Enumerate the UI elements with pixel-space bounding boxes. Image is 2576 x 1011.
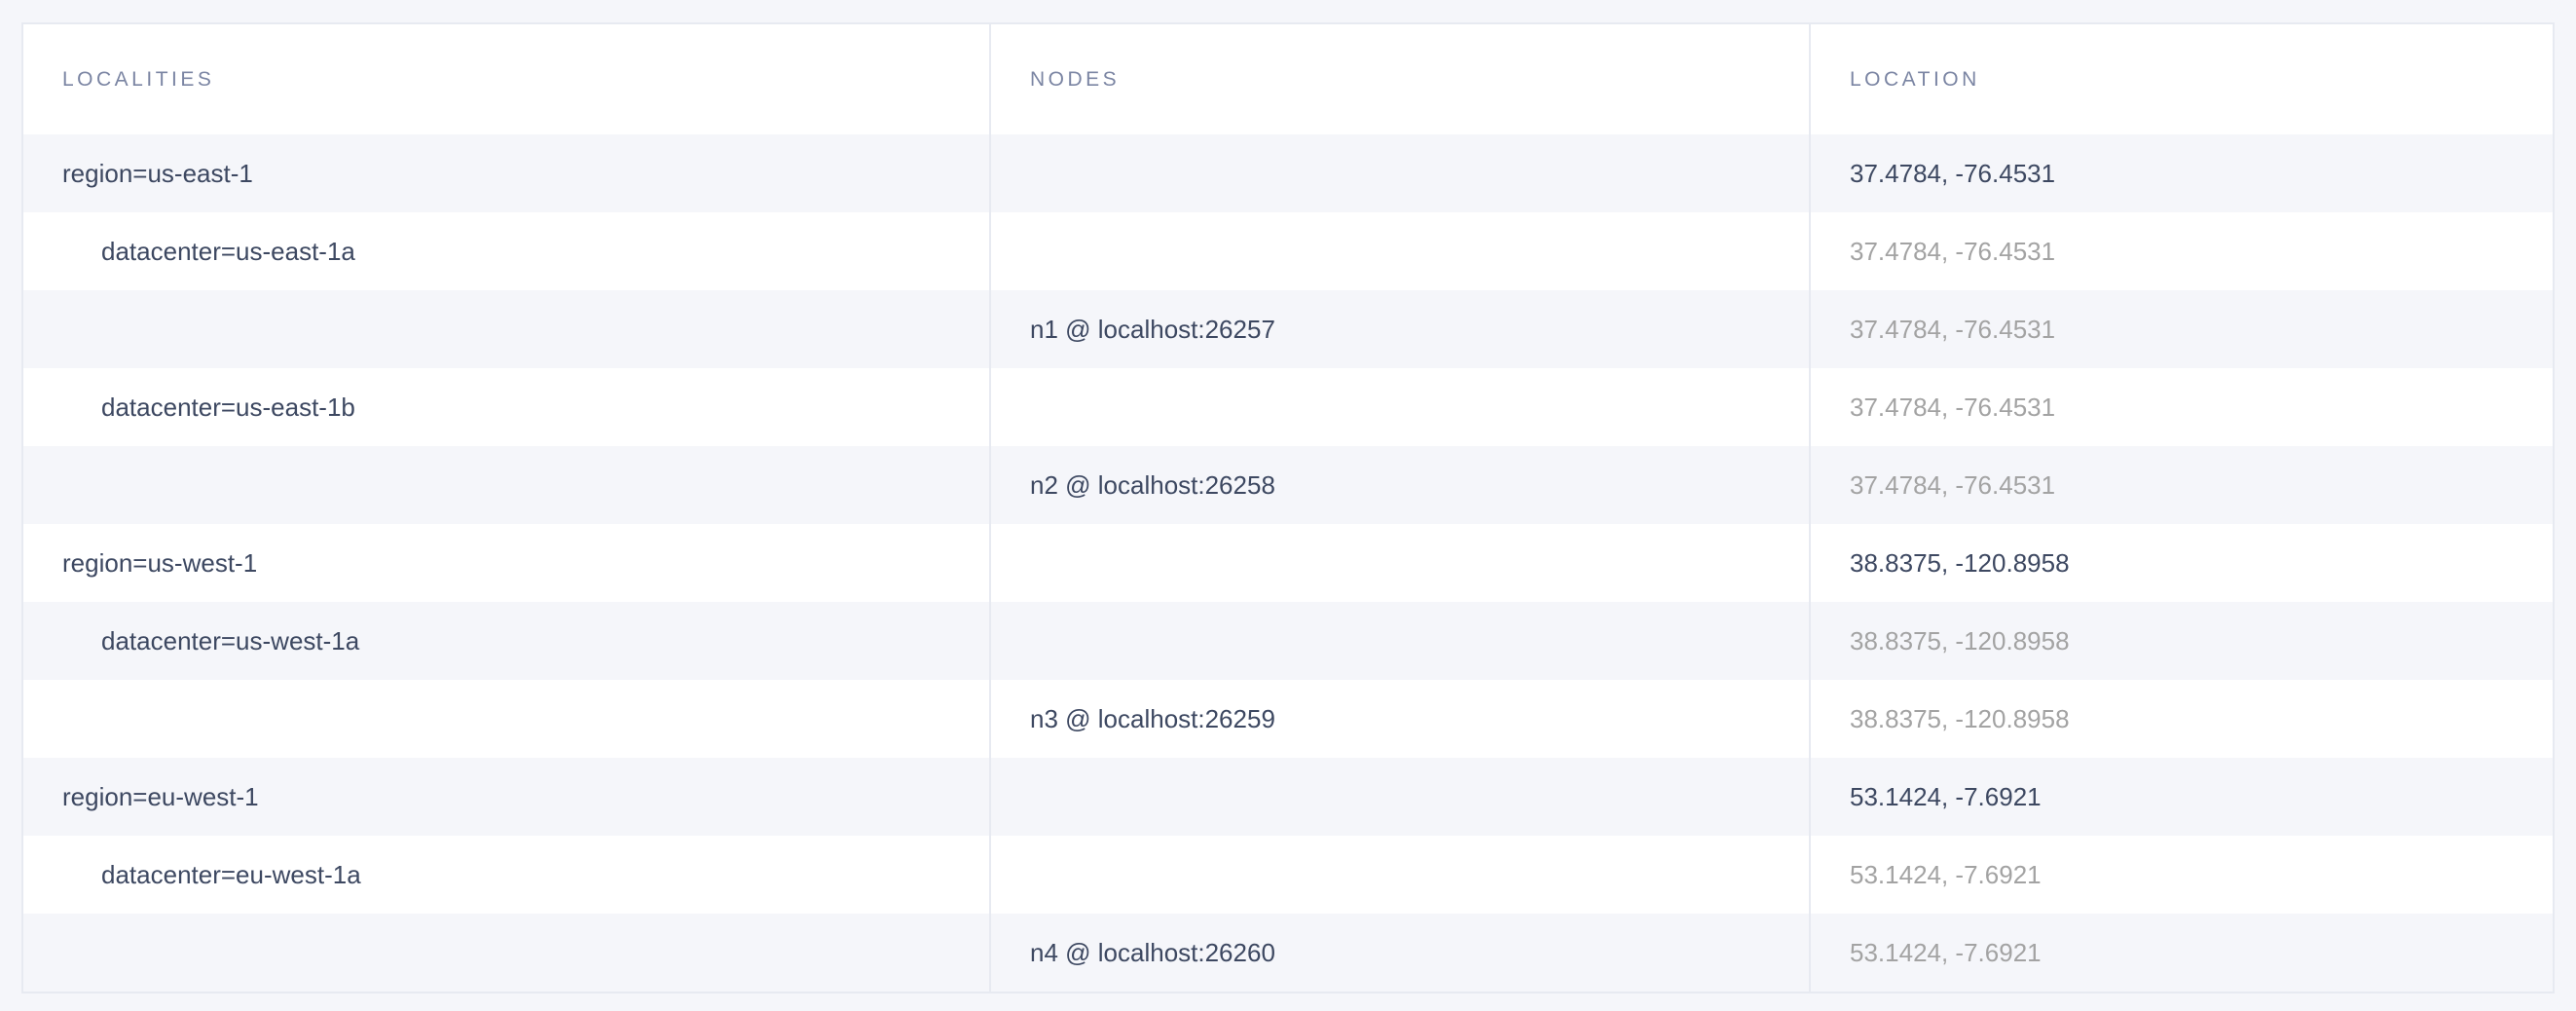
locality-cell: [23, 914, 991, 992]
table-row: region=eu-west-1 53.1424, -7.6921: [23, 758, 2553, 836]
localities-table: LOCALITIES NODES LOCATION region=us-east…: [21, 22, 2555, 993]
location-cell: 53.1424, -7.6921: [1850, 937, 2042, 967]
column-header-nodes: NODES: [991, 24, 1811, 134]
node-cell: [991, 134, 1811, 212]
table-header: LOCALITIES NODES LOCATION: [23, 24, 2553, 134]
table-row: region=us-east-1 37.4784, -76.4531: [23, 134, 2553, 212]
table-row: n4 @ localhost:26260 53.1424, -7.6921: [23, 914, 2553, 992]
column-header-localities: LOCALITIES: [23, 24, 991, 134]
locality-cell: region=us-east-1: [23, 134, 991, 212]
location-cell: 37.4784, -76.4531: [1850, 158, 2056, 188]
table-row: datacenter=eu-west-1a 53.1424, -7.6921: [23, 836, 2553, 914]
locality-cell: region=us-west-1: [23, 524, 991, 602]
locality-cell: datacenter=us-east-1b: [23, 368, 991, 446]
table-row: region=us-west-1 38.8375, -120.8958: [23, 524, 2553, 602]
location-cell: 38.8375, -120.8958: [1850, 547, 2070, 578]
table-row: n3 @ localhost:26259 38.8375, -120.8958: [23, 680, 2553, 758]
node-cell: n3 @ localhost:26259: [991, 680, 1811, 758]
locality-cell: datacenter=us-west-1a: [23, 602, 991, 680]
location-cell: 37.4784, -76.4531: [1850, 392, 2056, 422]
table-body: region=us-east-1 37.4784, -76.4531 datacen…: [23, 134, 2553, 992]
location-cell: 53.1424, -7.6921: [1850, 781, 2042, 811]
location-cell: 38.8375, -120.8958: [1850, 625, 2070, 655]
table-row: n1 @ localhost:26257 37.4784, -76.4531: [23, 290, 2553, 368]
location-cell: 53.1424, -7.6921: [1850, 859, 2042, 889]
node-cell: [991, 758, 1811, 836]
node-cell: [991, 524, 1811, 602]
locality-cell: datacenter=us-east-1a: [23, 212, 991, 290]
node-cell: n1 @ localhost:26257: [991, 290, 1811, 368]
node-cell: [991, 836, 1811, 914]
locality-cell: datacenter=eu-west-1a: [23, 836, 991, 914]
node-cell: [991, 368, 1811, 446]
table-row: datacenter=us-west-1a 38.8375, -120.8958: [23, 602, 2553, 680]
column-header-location: LOCATION: [1850, 67, 1980, 91]
location-cell: 37.4784, -76.4531: [1850, 236, 2056, 266]
node-cell: n2 @ localhost:26258: [991, 446, 1811, 524]
locality-cell: [23, 446, 991, 524]
table-row: datacenter=us-east-1a 37.4784, -76.4531: [23, 212, 2553, 290]
node-cell: [991, 212, 1811, 290]
locality-cell: [23, 680, 991, 758]
node-cell: [991, 602, 1811, 680]
table-row: n2 @ localhost:26258 37.4784, -76.4531: [23, 446, 2553, 524]
location-cell: 37.4784, -76.4531: [1850, 314, 2056, 344]
location-cell: 37.4784, -76.4531: [1850, 469, 2056, 500]
table-row: datacenter=us-east-1b 37.4784, -76.4531: [23, 368, 2553, 446]
locality-cell: region=eu-west-1: [23, 758, 991, 836]
node-cell: n4 @ localhost:26260: [991, 914, 1811, 992]
location-cell: 38.8375, -120.8958: [1850, 703, 2070, 733]
locality-cell: [23, 290, 991, 368]
